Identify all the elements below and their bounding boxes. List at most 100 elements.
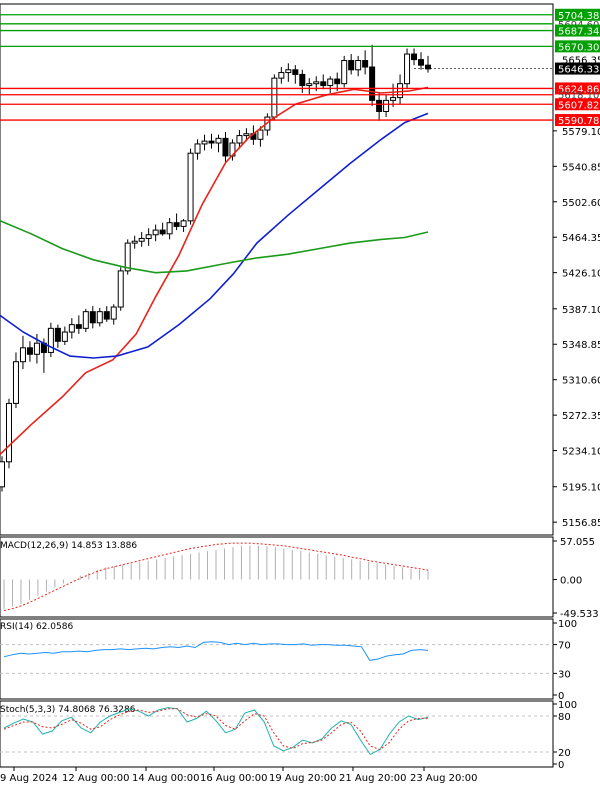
candle: [173, 222, 180, 227]
time-tick-label: 9 Aug 2024: [0, 773, 58, 784]
support-level-tag: [555, 98, 600, 111]
candle: [117, 270, 124, 308]
resistance-level-label: 5670.30: [558, 42, 599, 53]
candle: [61, 331, 68, 342]
rsi-tick-label: 30: [558, 669, 571, 680]
time-axis: 9 Aug 2024 12 Aug 00:00 14 Aug 00:00 16 Aug…: [0, 767, 477, 784]
candle: [47, 327, 54, 353]
candle: [243, 133, 250, 137]
candle: [418, 59, 425, 66]
price-tick-label: 5464.35: [562, 233, 600, 244]
candle: [96, 311, 103, 324]
time-tick-label: 19 Aug 20:00: [269, 773, 336, 784]
candle: [166, 222, 173, 235]
support-level-label: 5624.86: [558, 84, 599, 95]
stoch-d-line: [3, 708, 428, 751]
candle: [383, 99, 390, 112]
candle: [334, 78, 341, 85]
price-tick-label: 5195.10: [562, 483, 600, 494]
price-tick-label: 5387.10: [562, 305, 600, 316]
candle: [208, 140, 215, 144]
candle: [257, 129, 264, 140]
price-tick-label: 5156.85: [562, 518, 600, 529]
price-marker-label: 5656.35: [562, 55, 600, 66]
resistance-level-tag: [555, 40, 600, 53]
candle: [341, 60, 348, 85]
candle: [404, 53, 411, 85]
candle: [19, 347, 26, 363]
candle: [194, 143, 201, 154]
current-price-tag: [555, 62, 600, 75]
price-tick-label: 5579.10: [562, 127, 600, 138]
moving-average-line: [0, 86, 429, 455]
candle: [68, 324, 75, 333]
price-tick-label: 5502.60: [562, 198, 600, 209]
macd-tick-label: 57.055: [560, 537, 595, 548]
candle: [271, 77, 278, 118]
candle: [348, 60, 355, 71]
price-tick-label: 5540.85: [562, 162, 600, 173]
rsi-line: [3, 641, 429, 661]
candle: [313, 81, 320, 85]
price-tick-label: 5426.10: [562, 269, 600, 280]
candle: [236, 135, 243, 144]
candle: [26, 347, 33, 355]
candle: [320, 81, 327, 87]
candle: [376, 99, 383, 112]
candle: [82, 311, 89, 329]
candle: [131, 240, 138, 244]
rsi-label: RSI(14) 62.0586: [0, 622, 73, 632]
resistance-level-tag: [555, 8, 600, 21]
macd-frame: [0, 536, 554, 618]
candle: [355, 60, 362, 71]
price-tick-label: 5234.10: [562, 447, 600, 458]
macd-label: MACD(12,26,9) 14.853 13.886: [0, 541, 137, 551]
price-tick-label: 5348.85: [562, 340, 600, 351]
macd-tick-label: 0.00: [560, 576, 582, 587]
moving-average-line: [0, 220, 429, 274]
support-level-label: 5618.10: [558, 91, 599, 102]
candle: [327, 78, 334, 87]
stoch-frame: [0, 700, 554, 768]
time-tick-label: 23 Aug 20:00: [410, 773, 477, 784]
support-level-tag: [555, 82, 600, 95]
candle: [75, 324, 82, 329]
time-tick-label: 21 Aug 20:00: [339, 773, 406, 784]
candle: [299, 73, 306, 87]
candle: [145, 234, 152, 239]
candle: [425, 64, 431, 70]
macd-panel: MACD(12,26,9) 14.853 13.886 57.055 0.00 -4…: [0, 536, 599, 620]
candle: [285, 69, 292, 74]
candle: [201, 140, 208, 145]
candle: [278, 72, 285, 79]
moving-average-line: [0, 112, 429, 359]
current-price-label: 5646.33: [558, 65, 599, 76]
stoch-tick-label: 20: [558, 748, 571, 759]
stoch-tick-label: 80: [558, 712, 571, 723]
candle: [222, 137, 229, 157]
macd-signal-line: [3, 542, 429, 612]
price-tick-label: 5272.35: [562, 411, 600, 422]
candle: [390, 97, 397, 101]
stoch-tick-label: 0: [558, 760, 564, 771]
candle: [292, 69, 299, 75]
candle: [187, 152, 194, 222]
candle: [110, 306, 117, 320]
candle: [103, 311, 110, 320]
rsi-tick-label: 70: [558, 641, 571, 652]
candle: [12, 361, 19, 404]
stoch-label: Stoch(5,3,3) 74.8068 76.3286: [0, 705, 136, 715]
candle: [54, 327, 61, 342]
candle: [124, 242, 131, 272]
price-panel: 5579.10 5540.85 5502.60 5464.35 5426.10 5387.…: [0, 3, 600, 536]
rsi-frame: [0, 618, 554, 700]
resistance-level-label: 5704.38: [558, 11, 599, 22]
support-level-label: 5607.82: [558, 100, 599, 111]
rsi-tick-label: 0: [558, 691, 564, 702]
candle: [362, 60, 369, 68]
candle: [138, 237, 145, 242]
candle: [215, 137, 222, 144]
candle: [89, 311, 96, 324]
time-tick-label: 12 Aug 00:00: [62, 773, 129, 784]
